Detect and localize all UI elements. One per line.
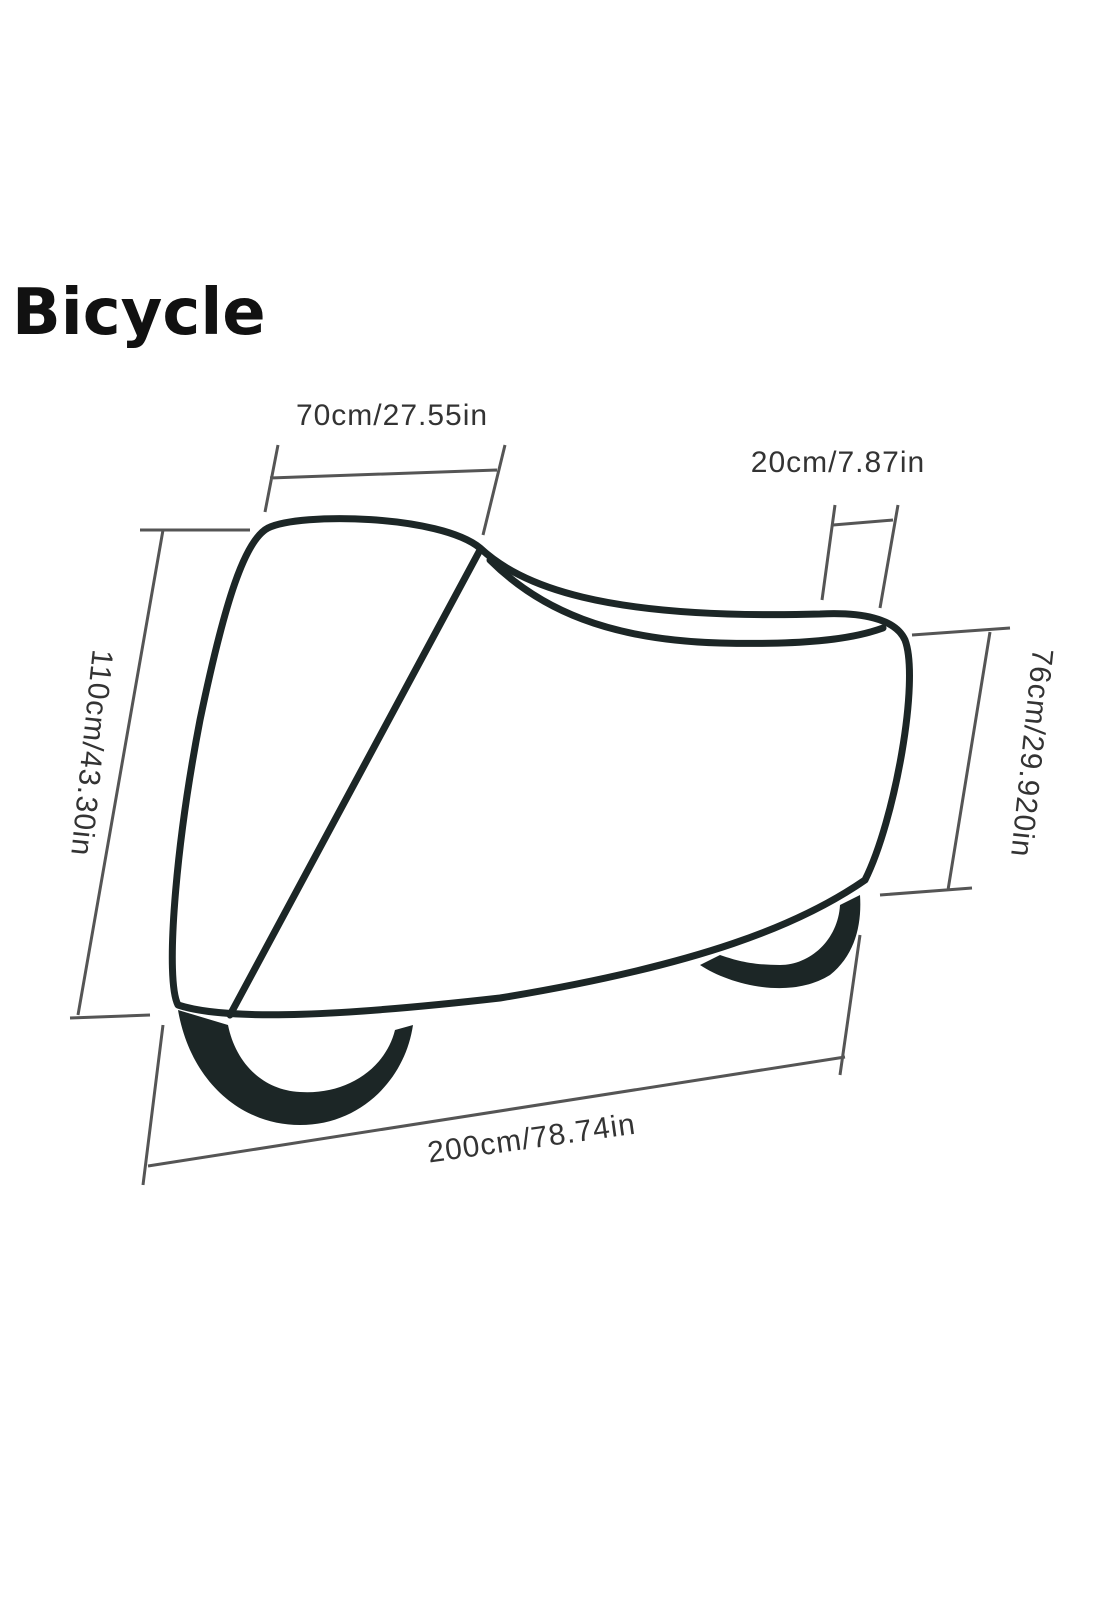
title: Bicycle: [12, 276, 266, 350]
rear-height-label: 76cm/29.920in: [1004, 647, 1059, 859]
depth-label: 20cm/7.87in: [751, 446, 925, 479]
dimension-lines: [69, 444, 1011, 1186]
wheels: [178, 895, 861, 1125]
cover-outline: [168, 515, 913, 1019]
width-label: 70cm/27.55in: [296, 399, 488, 432]
